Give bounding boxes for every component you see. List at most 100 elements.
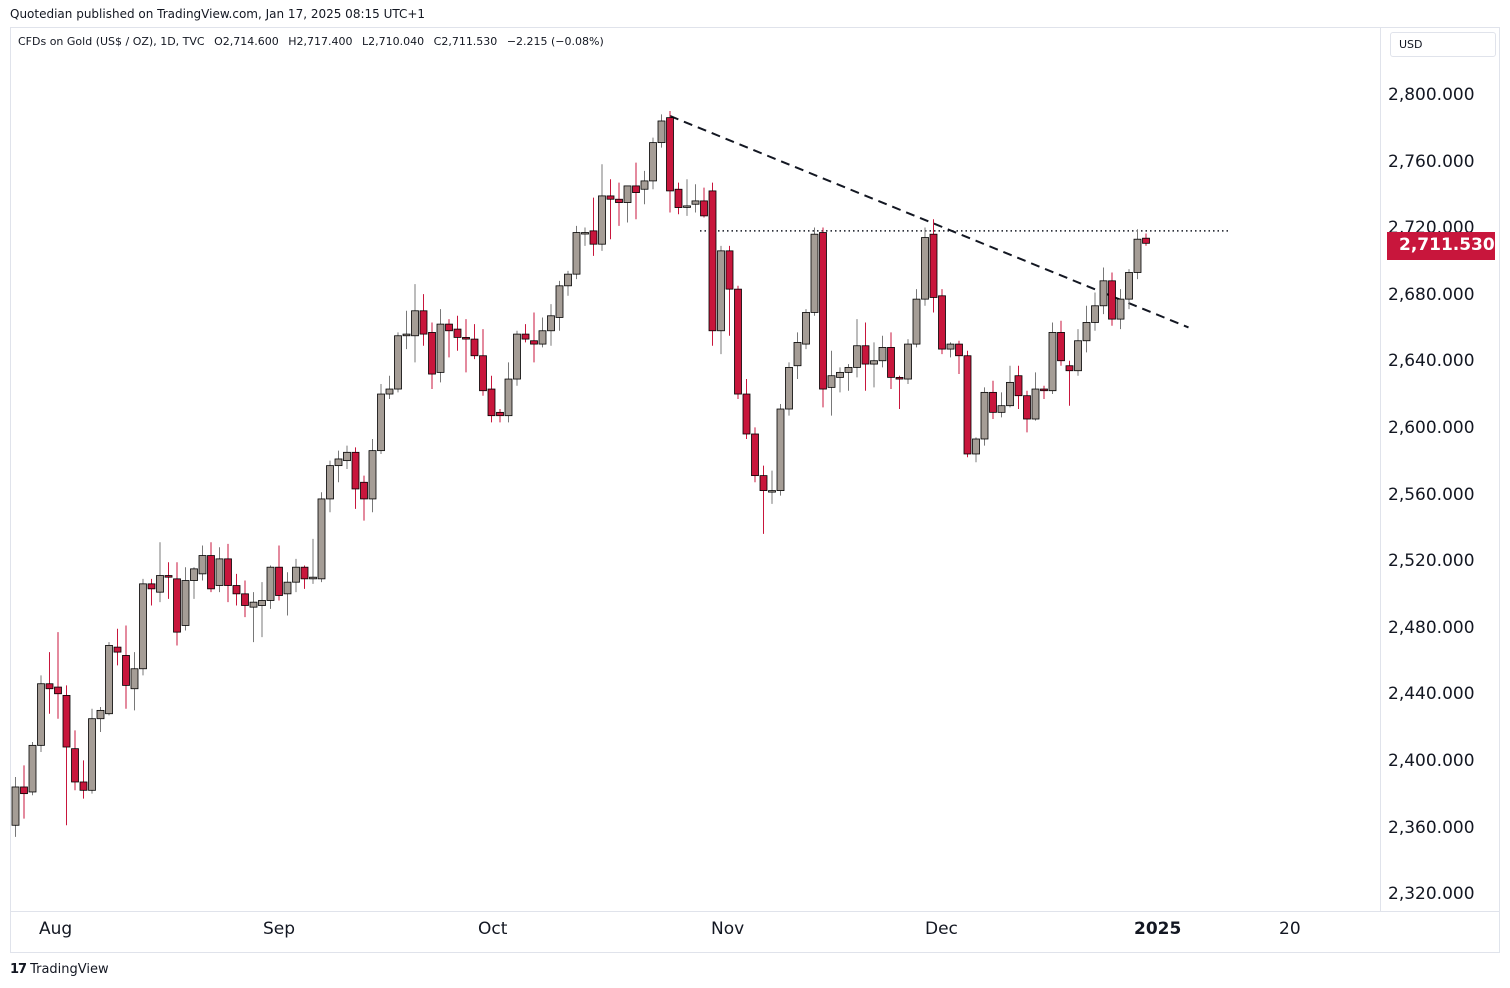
candle-down [700, 200, 708, 217]
price-tick-label: 2,360.000 [1388, 817, 1475, 838]
candle-up [266, 566, 275, 601]
candle-up [402, 333, 411, 337]
candle-up [88, 718, 96, 791]
candle-up [640, 180, 649, 190]
candle-up [768, 490, 776, 493]
candle-up [802, 312, 810, 345]
candle-down [734, 288, 742, 395]
candle-down [45, 683, 54, 690]
candle-up [878, 347, 887, 362]
legend-symbol: CFDs on Gold (US$ / OZ), 1D, TVC [18, 35, 205, 48]
candle-down [725, 250, 734, 290]
candle-up [776, 408, 785, 492]
symbol-legend[interactable]: CFDs on Gold (US$ / OZ), 1D, TVC O2,714.… [18, 35, 610, 48]
candle-up [810, 233, 819, 313]
candle-down [666, 117, 674, 192]
candle-up [368, 450, 377, 500]
candle-down [54, 686, 62, 695]
currency-selector[interactable]: USD [1390, 32, 1496, 57]
price-tick-label: 2,480.000 [1388, 617, 1475, 638]
chart-frame [10, 27, 1500, 953]
candle-up [130, 668, 139, 690]
candle-down [62, 695, 71, 748]
candle-up [28, 744, 37, 793]
price-axis-divider [1380, 27, 1381, 912]
candle-down [173, 578, 181, 633]
price-tick-label: 2,520.000 [1388, 551, 1475, 572]
candle-down [79, 781, 88, 791]
candle-up [946, 343, 955, 350]
candle-down [989, 391, 997, 413]
candle-up [258, 600, 266, 606]
candle-up [904, 343, 912, 380]
candle-down [955, 343, 963, 357]
candle-down [71, 748, 79, 783]
candle-up [564, 273, 572, 287]
candle-up [623, 185, 632, 203]
tradingview-branding[interactable]: 17 TradingView [10, 962, 109, 977]
candle-down [241, 593, 249, 606]
candle-up [870, 360, 878, 365]
candle-up [836, 371, 844, 378]
candle-down [887, 347, 895, 378]
brand-name: TradingView [30, 962, 109, 977]
candle-up [139, 583, 147, 670]
time-tick-label: 20 [1279, 919, 1301, 939]
candle-up [215, 558, 224, 586]
candle-down [275, 566, 283, 596]
candle-down [351, 451, 360, 490]
candle-up [785, 366, 793, 410]
legend-change: −2.215 (−0.08%) [506, 35, 604, 48]
time-tick-label: 2025 [1134, 919, 1182, 939]
candle-up [1074, 340, 1082, 372]
candle-down [708, 190, 717, 332]
candle-up [1099, 280, 1108, 307]
candle-up [436, 323, 445, 373]
time-axis-divider [10, 911, 1500, 912]
candle-down [1023, 395, 1031, 420]
price-tick-label: 2,760.000 [1388, 151, 1475, 172]
candle-up [691, 200, 700, 205]
candle-up [292, 566, 300, 583]
candle-up [11, 786, 20, 826]
candle-down [929, 233, 938, 298]
candle-up [980, 391, 989, 440]
candle-up [334, 458, 343, 467]
candle-down [632, 185, 640, 193]
candle-down [1065, 365, 1074, 372]
price-tick-label: 2,320.000 [1388, 884, 1475, 905]
candle-down [1014, 375, 1023, 397]
candle-down [445, 323, 453, 332]
tradingview-logo-icon: 17 [10, 962, 27, 977]
candle-up [37, 683, 45, 746]
candle-down [164, 575, 173, 578]
legend-open: O2,714.600 [214, 35, 279, 48]
candle-down [530, 340, 538, 345]
price-tick-label: 2,800.000 [1388, 85, 1475, 105]
candle-down [759, 475, 768, 492]
candle-up [317, 498, 326, 580]
published-caption: Quotedian published on TradingView.com, … [10, 7, 426, 21]
candle-down [674, 188, 683, 208]
price-tick-label: 2,600.000 [1388, 418, 1475, 438]
candle-up [793, 342, 802, 367]
candle-up [190, 568, 198, 581]
candle-up [572, 232, 581, 275]
legend-high: H2,717.400 [288, 35, 353, 48]
candle-up [997, 405, 1006, 413]
candle-up [343, 451, 351, 462]
candle-down [615, 198, 623, 203]
candle-up [972, 438, 980, 455]
candle-up [581, 232, 589, 235]
candle-up [1125, 272, 1133, 300]
candle-down [479, 355, 487, 392]
candle-down [453, 328, 462, 338]
candle-down [487, 388, 496, 417]
candle-down [819, 232, 827, 390]
candle-up [844, 366, 853, 373]
candle-up [1091, 305, 1099, 323]
candle-down [606, 195, 615, 200]
price-tick-label: 2,680.000 [1388, 284, 1475, 305]
candle-up [538, 330, 547, 345]
